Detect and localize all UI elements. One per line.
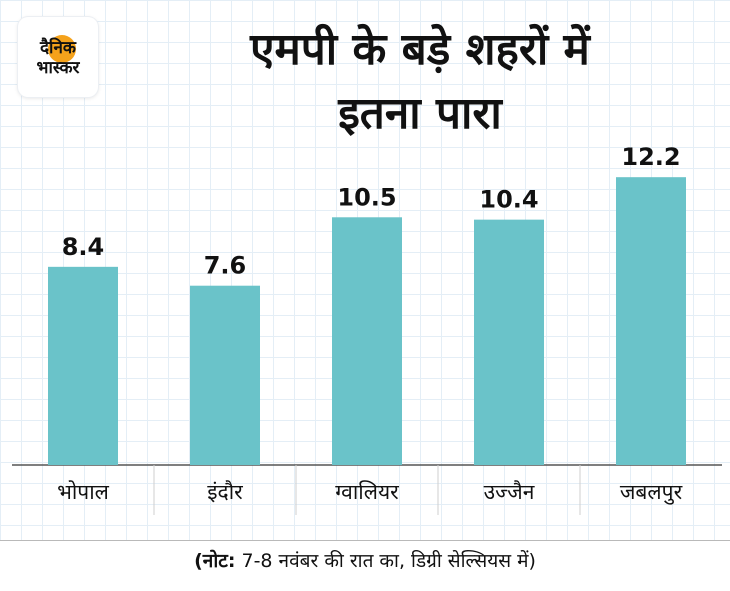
chart-title: एमपी के बड़े शहरों में इतना पारा: [120, 18, 720, 146]
bar-chart: 8.4 भोपाल 7.6 इंदौर 10.5 ग्वालियर 10.4 उज्जैन 12…: [12, 143, 722, 515]
bar: [332, 217, 402, 465]
x-tick-label: जबलपुर: [620, 480, 683, 505]
bar: [48, 266, 118, 465]
x-tick-label: इंदौर: [207, 480, 243, 504]
data-label: 10.5: [337, 183, 396, 211]
logo-line-2: भास्कर: [36, 58, 80, 78]
chart-title-line-2: इतना पारा: [338, 88, 502, 139]
data-label: 12.2: [621, 143, 680, 171]
footnote-label: (नोट:: [194, 550, 236, 572]
x-tick-label: भोपाल: [57, 480, 110, 504]
chart-title-line-1: एमपी के बड़े शहरों में: [250, 24, 590, 75]
data-label: 7.6: [204, 252, 247, 280]
data-label: 8.4: [62, 233, 105, 261]
logo-line-1: दैनिक: [40, 38, 76, 58]
x-tick-label: उज्जैन: [484, 480, 535, 504]
bar: [190, 285, 260, 465]
footnote: (नोट: 7-8 नवंबर की रात का, डिग्री सेल्सि…: [0, 540, 730, 591]
sun-icon: [48, 35, 76, 63]
footnote-text: 7-8 नवंबर की रात का, डिग्री सेल्सियस में…: [235, 550, 536, 572]
x-tick-label: ग्वालियर: [335, 480, 399, 504]
data-label: 10.4: [479, 186, 538, 214]
dainik-bhaskar-logo: दैनिक भास्कर: [18, 17, 98, 97]
bar: [474, 219, 544, 465]
bar: [616, 177, 686, 465]
